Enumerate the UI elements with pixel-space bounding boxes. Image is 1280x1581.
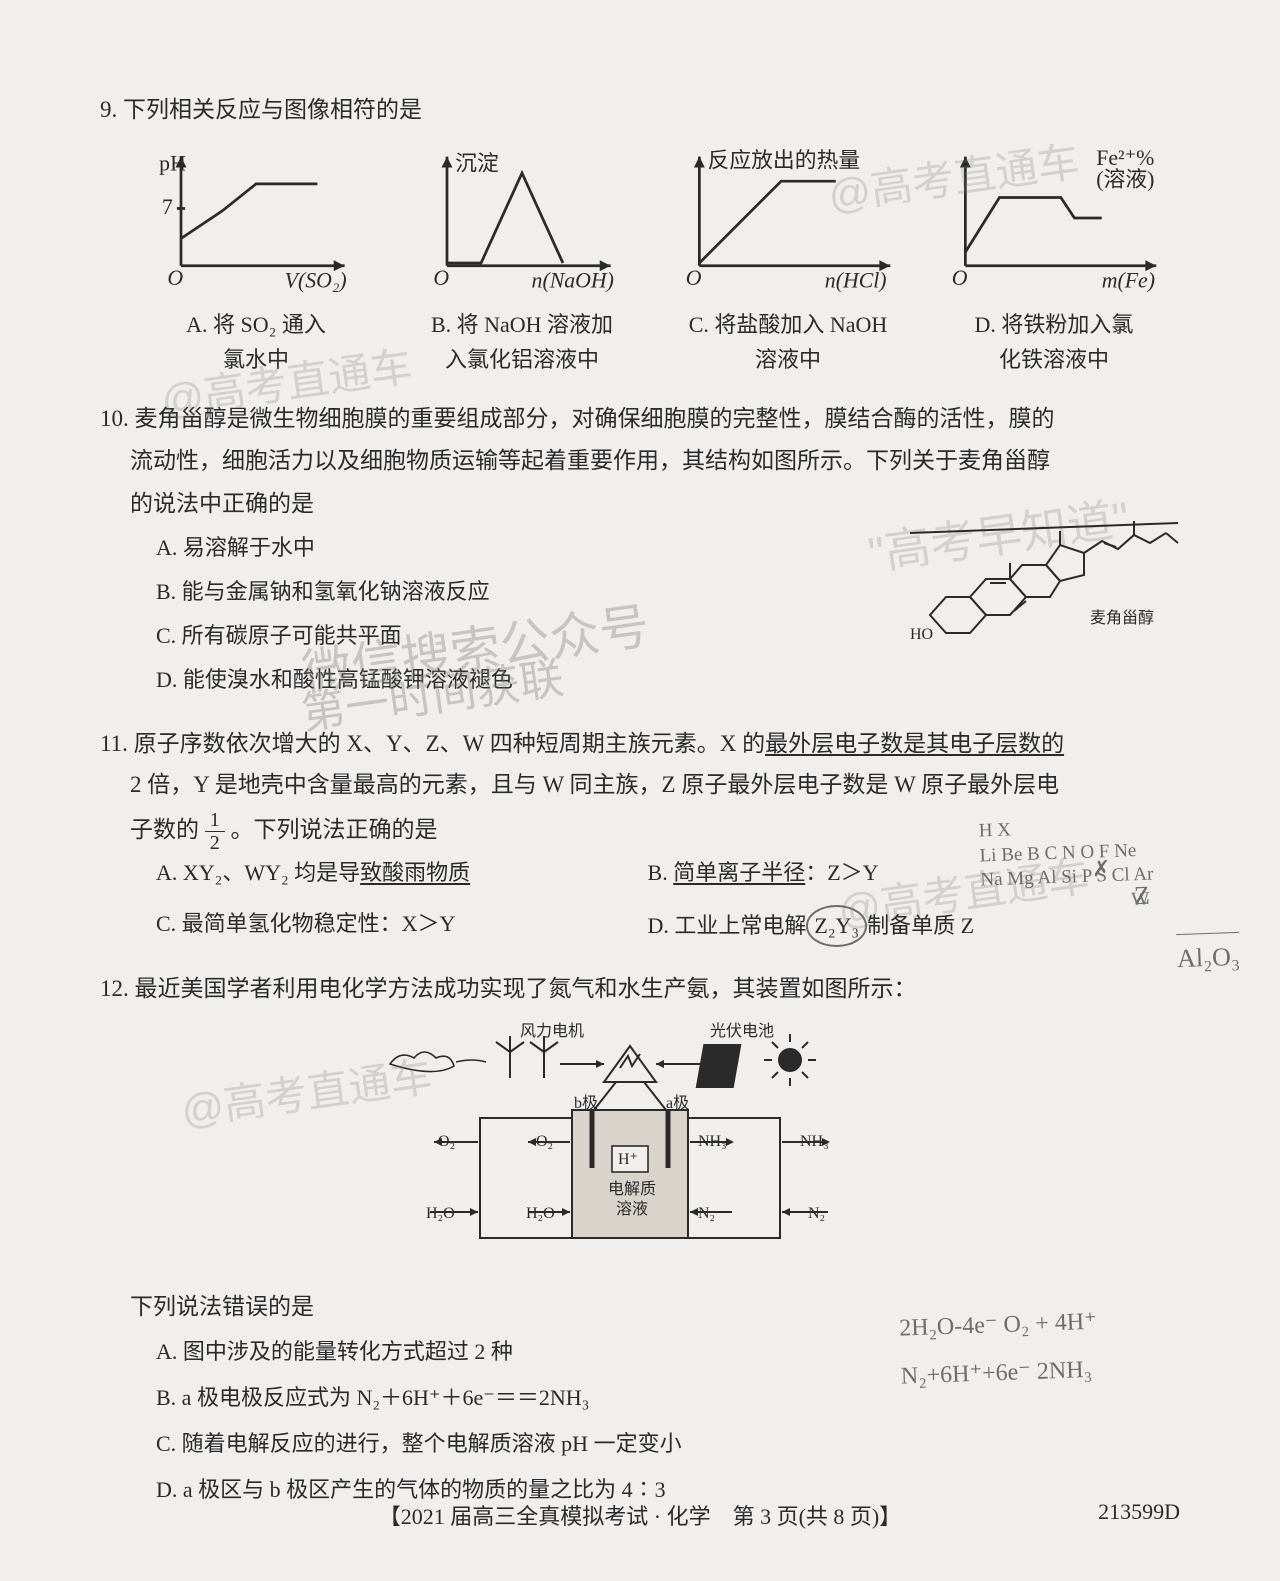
question-9: 9. 下列相关反应与图像相符的是 pH 7 O V(SO₂) [100,90,1180,377]
exam-page: @高考直通车 @高考直通车 "高考早知道" 微信搜索公众号 第一时间获联 @高考… [40,20,1240,1575]
chart-y-label: Fe²⁺% [1096,146,1154,170]
q12-diagram: 风力电机 光伏电池 [360,1018,920,1270]
opt-text: B. [648,860,674,885]
q12-opt-C: C. 随着电解反应的进行，整个电解质溶液 pH 一定变小 [156,1421,1180,1467]
q9-stem: 下列相关反应与图像相符的是 [123,97,422,122]
q9-chart-D: Fe²⁺% (溶液) O m(Fe) [928,143,1180,293]
diagram-H2O: H₂O [526,1205,555,1222]
opt-text: A. 将 SO₂ 通入 [186,312,326,337]
opt-text: 制备单质 Z [867,913,974,938]
q10-stem-l2: 流动性，细胞活力以及细胞物质运输等起着重要作用，其结构如图所示。下列关于麦角甾醇 [130,439,1180,483]
q11-number: 11. [100,731,128,756]
opt-text: 入氯化铝溶液中 [396,342,648,377]
chart-x-label: n(NaOH) [532,269,614,293]
q11-opt-C: C. 最简单氢化物稳定性：X＞Y [156,905,648,946]
opt-text: A. XY₂、WY₂ 均是导 [156,860,360,885]
q12-prompt: 下列说法错误的是 [130,1286,1180,1329]
q10-stem-l1: 麦角甾醇是微生物细胞膜的重要组成部分，对确保细胞膜的完整性，膜结合酶的活性，膜的 [135,406,1055,431]
q10-opt-D: D. 能使溴水和酸性高锰酸钾溶液褪色 [156,658,1180,702]
q12-prompt-text: 下列说法错误的是 [130,1294,314,1319]
diagram-label-elec: 电解质 [608,1180,656,1198]
opt-text: 氯水中 [130,342,382,377]
q11-stem-l3: 子数的 12 。下列说法正确的是 [130,808,1180,854]
diagram-H2O-out: H₂O [426,1205,455,1222]
chart-x-label: m(Fe) [1102,269,1155,293]
fraction: 12 [205,809,225,854]
q9-graphs-row: pH 7 O V(SO₂) 沉淀 O n(NaO [130,143,1180,293]
q9-chart-A: pH 7 O V(SO₂) [130,143,382,293]
opt-underline: 简单离子半径 [673,860,805,885]
diagram-label-hplus: H⁺ [618,1151,638,1168]
diagram-label-wind: 风力电机 [520,1022,584,1040]
q11-stem-l2: 2 倍，Y 是地壳中含量最高的元素，且与 W 同主族，Z 原子最外层电子数是 W… [130,763,1180,808]
opt-circled: Z₂Y₃ [806,905,867,946]
q11-stem-block: 2 倍，Y 是地壳中含量最高的元素，且与 W 同主族，Z 原子最外层电子数是 W… [130,763,1180,854]
opt-text: D. 将铁粉加入氯 [975,312,1134,337]
opt-text: ：Z＞Y [805,860,878,885]
q10-stem-block: 流动性，细胞活力以及细胞物质运输等起着重要作用，其结构如图所示。下列关于麦角甾醇… [130,439,1180,526]
q12-opt-A: A. 图中涉及的能量转化方式超过 2 种 [156,1329,1180,1375]
q11-options: A. XY₂、WY₂ 均是导致酸雨物质 B. 简单离子半径：Z＞Y ✗ Z C.… [156,854,1180,947]
chart-x-label: V(SO₂) [285,269,347,293]
q9-number: 9. [100,97,117,122]
q11-stem: 原子序数依次增大的 X、Y、Z、W 四种短周期主族元素。X 的 [134,731,765,756]
q9-opt-D: D. 将铁粉加入氯 化铁溶液中 [928,307,1180,377]
opt-underline: 致酸雨物质 [360,860,470,885]
q11-stem-l3a: 子数的 [130,817,199,842]
fraction-num: 1 [205,809,225,832]
q9-opt-B: B. 将 NaOH 溶液加 入氯化铝溶液中 [396,307,648,377]
handwriting-formula: Al₂O₃ [1176,932,1241,981]
q12-opt-B: B. a 极电极反应式为 N₂＋6H⁺＋6e⁻＝＝2NH₃ [156,1375,1180,1421]
chart-y-label-sub: (溶液) [1096,168,1154,192]
q12-options: A. 图中涉及的能量转化方式超过 2 种 B. a 极电极反应式为 N₂＋6H⁺… [156,1329,1180,1514]
page-footer: 【2021 届高三全真模拟考试 · 化学 第 3 页(共 8 页)】 21359… [0,1499,1280,1531]
question-10: 10. 麦角甾醇是微生物细胞膜的重要组成部分，对确保细胞膜的完整性，膜结合酶的活… [100,399,1180,701]
svg-text:O: O [433,266,449,290]
diagram-label-soln: 溶液 [616,1200,648,1218]
opt-text: 溶液中 [662,342,914,377]
question-12: 12. 最近美国学者利用电化学方法成功实现了氮气和水生产氨，其装置如图所示： 风… [100,969,1180,1513]
q11-opt-D: D. 工业上常电解Z₂Y₃制备单质 Z Al₂O₃ [648,905,1180,946]
q9-opt-A: A. 将 SO₂ 通入 氯水中 [130,307,382,377]
q9-opt-C: C. 将盐酸加入 NaOH 溶液中 [662,307,914,377]
chart-y-tick: 7 [162,195,173,219]
opt-text: B. 将 NaOH 溶液加 [431,312,613,337]
footer-code: 213599D [1098,1499,1180,1525]
svg-text:O: O [952,266,968,290]
q11-underline: 最外层电子数是其电子层数的 [765,731,1064,756]
svg-text:O: O [686,266,702,290]
molecule-label: 麦角甾醇 [1090,609,1154,627]
q9-options: A. 将 SO₂ 通入 氯水中 B. 将 NaOH 溶液加 入氯化铝溶液中 C.… [130,307,1180,377]
svg-text:O: O [167,266,183,290]
opt-text: C. 将盐酸加入 NaOH [689,312,888,337]
opt-text: D. 工业上常电解 [648,913,807,938]
q9-chart-B: 沉淀 O n(NaOH) [396,143,648,293]
molecule-structure: HO 麦角甾醇 [910,493,1190,663]
q10-number: 10. [100,406,129,431]
footer-main: 【2021 届高三全真模拟考试 · 化学 第 3 页(共 8 页)】 [379,1504,901,1529]
diagram-N2: N₂ [698,1205,715,1222]
opt-text: 化铁溶液中 [928,342,1180,377]
chart-y-label: 沉淀 [455,151,499,175]
chart-y-label: 反应放出的热量 [708,149,861,173]
q9-chart-C: 反应放出的热量 O n(HCl) [662,143,914,293]
question-11: 11. 原子序数依次增大的 X、Y、Z、W 四种短周期主族元素。X 的最外层电子… [100,724,1180,947]
fraction-den: 2 [205,832,225,854]
q12-stem: 最近美国学者利用电化学方法成功实现了氮气和水生产氨，其装置如图所示： [135,976,917,1001]
q11-opt-B: B. 简单离子半径：Z＞Y ✗ Z [648,854,1180,891]
chart-y-label: pH [159,151,186,175]
handwriting-strike: ✗ [1091,850,1111,888]
molecule-oh: HO [910,626,933,643]
chart-x-label: n(HCl) [825,269,887,293]
diagram-label-pv: 光伏电池 [710,1022,774,1040]
q11-stem-l3b: 。下列说法正确的是 [231,817,438,842]
q12-number: 12. [100,976,129,1001]
diagram-N2-out: N₂ [808,1205,825,1222]
q11-opt-A: A. XY₂、WY₂ 均是导致酸雨物质 [156,854,648,891]
